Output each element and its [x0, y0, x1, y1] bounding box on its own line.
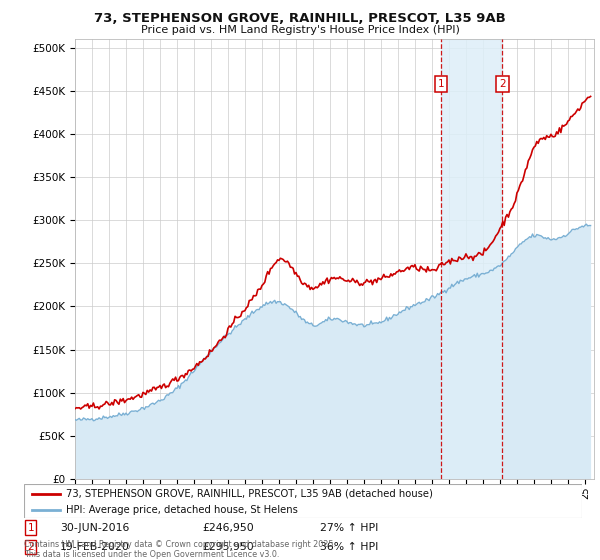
Text: 73, STEPHENSON GROVE, RAINHILL, PRESCOT, L35 9AB: 73, STEPHENSON GROVE, RAINHILL, PRESCOT,… — [94, 12, 506, 25]
FancyBboxPatch shape — [24, 484, 582, 518]
Text: 2: 2 — [28, 542, 34, 552]
Bar — [441, 39, 502, 479]
Text: 1: 1 — [437, 79, 444, 89]
Text: 30-JUN-2016: 30-JUN-2016 — [60, 522, 130, 533]
Text: Price paid vs. HM Land Registry's House Price Index (HPI): Price paid vs. HM Land Registry's House … — [140, 25, 460, 35]
Text: 36% ↑ HPI: 36% ↑ HPI — [320, 542, 378, 552]
Text: 19-FEB-2020: 19-FEB-2020 — [60, 542, 130, 552]
Text: HPI: Average price, detached house, St Helens: HPI: Average price, detached house, St H… — [66, 505, 298, 515]
Text: 2: 2 — [499, 79, 506, 89]
Text: 27% ↑ HPI: 27% ↑ HPI — [320, 522, 378, 533]
Text: £246,950: £246,950 — [203, 522, 254, 533]
Text: £295,950: £295,950 — [203, 542, 254, 552]
Text: 73, STEPHENSON GROVE, RAINHILL, PRESCOT, L35 9AB (detached house): 73, STEPHENSON GROVE, RAINHILL, PRESCOT,… — [66, 489, 433, 499]
Text: Contains HM Land Registry data © Crown copyright and database right 2025.
This d: Contains HM Land Registry data © Crown c… — [24, 540, 336, 559]
Text: 1: 1 — [28, 522, 34, 533]
